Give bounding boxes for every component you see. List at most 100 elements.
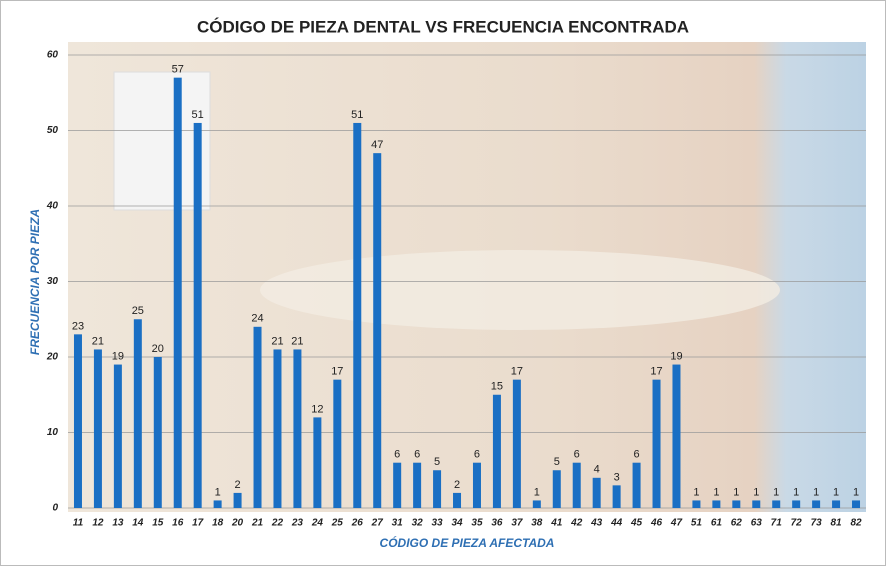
bar	[93, 349, 102, 508]
bar	[113, 364, 122, 508]
bar	[732, 500, 741, 508]
x-tick-label: 21	[251, 518, 264, 529]
x-tick-label: 22	[271, 518, 284, 529]
bar	[812, 500, 821, 508]
data-label: 21	[291, 335, 303, 347]
data-label: 17	[511, 366, 523, 378]
bar	[672, 364, 681, 508]
data-label: 1	[215, 486, 221, 498]
data-label: 19	[112, 350, 124, 362]
bar	[233, 492, 242, 508]
data-label: 1	[713, 486, 719, 498]
x-tick-label: 16	[172, 518, 184, 529]
bar	[772, 500, 781, 508]
data-label: 6	[394, 449, 400, 461]
y-tick-label: 40	[46, 201, 59, 212]
x-tick-label: 44	[610, 518, 623, 529]
data-label: 5	[554, 456, 560, 468]
x-tick-label: 17	[192, 518, 204, 529]
y-tick-label: 10	[47, 427, 59, 438]
bar	[253, 326, 262, 508]
bar	[752, 500, 761, 508]
data-label: 2	[454, 479, 460, 491]
data-label: 47	[371, 139, 383, 151]
bar	[433, 470, 442, 508]
data-label: 12	[311, 403, 323, 415]
x-tick-label: 11	[73, 518, 84, 529]
bar	[133, 319, 142, 508]
teeth-shape	[260, 250, 780, 330]
data-label: 1	[693, 486, 699, 498]
data-label: 19	[670, 350, 682, 362]
x-tick-label: 31	[392, 518, 404, 529]
x-tick-label: 32	[412, 518, 424, 529]
x-tick-label: 82	[850, 518, 862, 529]
x-tick-label: 15	[152, 518, 164, 529]
bar	[712, 500, 721, 508]
bar	[612, 485, 621, 508]
data-label: 6	[574, 449, 580, 461]
x-tick-label: 18	[212, 518, 224, 529]
bar	[572, 462, 581, 508]
bar	[492, 394, 501, 508]
bar	[173, 77, 182, 509]
data-label: 1	[733, 486, 739, 498]
data-label: 1	[833, 486, 839, 498]
x-tick-label: 20	[231, 518, 244, 529]
bar	[273, 349, 282, 508]
data-label: 20	[152, 343, 164, 355]
x-tick-label: 36	[491, 518, 503, 529]
x-tick-label: 47	[670, 518, 683, 529]
x-tick-label: 13	[112, 518, 124, 529]
data-label: 1	[853, 486, 859, 498]
x-tick-label: 63	[751, 518, 763, 529]
x-tick-label: 46	[650, 518, 663, 529]
data-label: 23	[72, 320, 84, 332]
bar	[313, 417, 322, 508]
bar	[472, 462, 481, 508]
x-tick-label: 34	[451, 518, 463, 529]
y-axis-title: FRECUENCIA POR PIEZA	[28, 209, 42, 355]
data-label: 17	[650, 366, 662, 378]
y-tick-label: 0	[52, 503, 58, 514]
bar	[353, 122, 362, 508]
bar	[512, 379, 521, 508]
bar	[213, 500, 222, 508]
data-label: 1	[813, 486, 819, 498]
bar	[193, 122, 202, 508]
data-label: 1	[773, 486, 779, 498]
data-label: 6	[474, 449, 480, 461]
bar	[453, 492, 462, 508]
x-tick-label: 51	[691, 518, 703, 529]
x-tick-label: 23	[291, 518, 304, 529]
x-tick-label: 43	[590, 518, 603, 529]
data-label: 1	[534, 486, 540, 498]
x-tick-label: 72	[791, 518, 803, 529]
bar	[852, 500, 861, 508]
bar	[792, 500, 801, 508]
y-tick-label: 20	[46, 352, 59, 363]
x-tick-label: 62	[731, 518, 743, 529]
x-tick-label: 61	[711, 518, 723, 529]
bar	[632, 462, 641, 508]
bar	[413, 462, 422, 508]
x-tick-label: 12	[92, 518, 104, 529]
data-label: 51	[351, 109, 363, 121]
x-axis-title: CÓDIGO DE PIEZA AFECTADA	[380, 535, 555, 550]
x-tick-label: 26	[351, 518, 364, 529]
bar	[393, 462, 402, 508]
x-tick-label: 41	[550, 518, 563, 529]
data-label: 4	[594, 464, 600, 476]
x-tick-label: 71	[771, 518, 783, 529]
x-tick-label: 45	[630, 518, 643, 529]
data-label: 25	[132, 305, 144, 317]
x-tick-label: 42	[570, 518, 583, 529]
data-label: 51	[192, 109, 204, 121]
data-label: 24	[251, 313, 263, 325]
x-tick-label: 35	[471, 518, 483, 529]
x-tick-label: 81	[831, 518, 843, 529]
bar	[552, 470, 561, 508]
bar	[532, 500, 541, 508]
x-tick-label: 73	[811, 518, 823, 529]
